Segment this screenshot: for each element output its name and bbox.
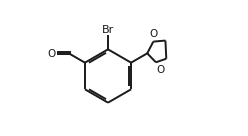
Text: Br: Br <box>102 25 114 35</box>
Text: O: O <box>47 49 56 59</box>
Text: O: O <box>156 65 165 75</box>
Text: O: O <box>149 29 157 39</box>
